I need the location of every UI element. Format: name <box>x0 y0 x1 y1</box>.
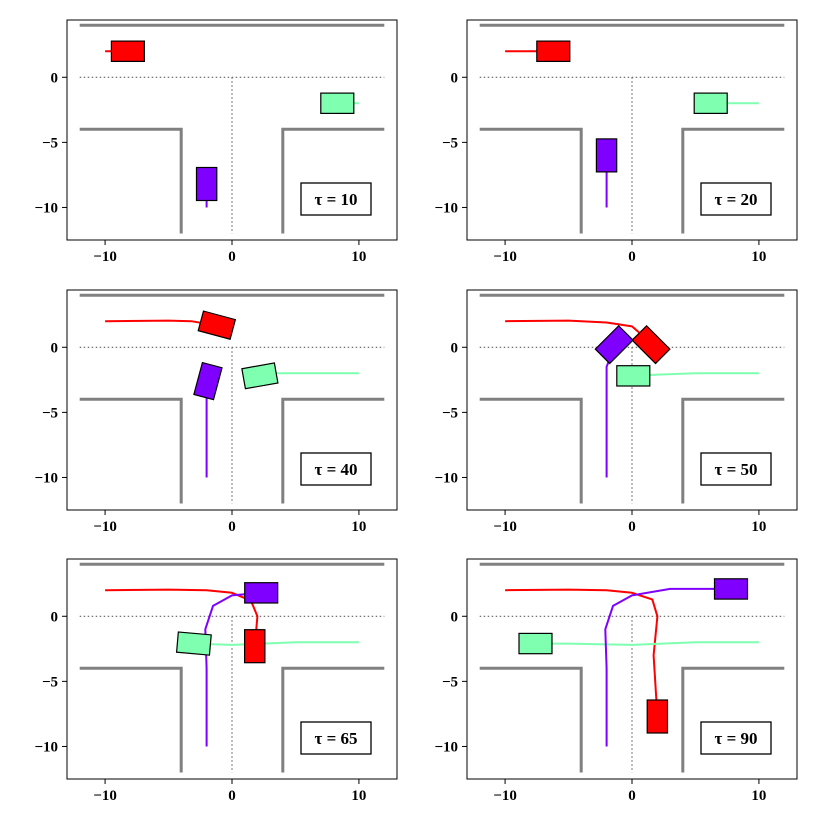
red-vehicle <box>631 324 671 365</box>
road-wall-3 <box>681 127 785 234</box>
purple-trajectory <box>605 346 616 478</box>
road-wall-2 <box>479 666 583 773</box>
y-tick-label: 0 <box>51 609 59 625</box>
x-tick-label: 0 <box>228 519 236 535</box>
x-tick-label: 10 <box>751 249 766 265</box>
road-wall-2 <box>479 397 583 504</box>
green-vehicle <box>241 362 279 390</box>
green-vehicle <box>320 92 355 115</box>
x-tick-label: −10 <box>493 249 517 265</box>
y-tick-label: −10 <box>34 470 58 486</box>
x-tick-label: 0 <box>228 249 236 265</box>
purple-vehicle <box>595 138 618 173</box>
x-tick-label: −10 <box>93 249 117 265</box>
tau-label-box <box>300 721 372 755</box>
tau-label-box <box>300 452 372 486</box>
panel-1: −10 0 10 0 −5 −10 τ = 10 <box>34 19 398 265</box>
y-tick-label: −5 <box>442 135 458 151</box>
purple-vehicle <box>193 361 223 401</box>
road-wall-2 <box>79 397 183 504</box>
panel-4: −10 0 10 0 −5 −10 τ = 50 <box>434 289 798 535</box>
x-tick-label: −10 <box>493 788 517 804</box>
y-tick-label: 0 <box>451 609 459 625</box>
tau-label-box <box>700 452 772 486</box>
red-vehicle <box>110 40 146 62</box>
panel-3: −10 0 10 0 −5 −10 τ = 40 <box>34 289 398 535</box>
y-tick-label: −5 <box>442 674 458 690</box>
red-vehicle <box>536 40 571 62</box>
red-vehicle <box>197 310 237 340</box>
y-tick-label: −5 <box>42 405 58 421</box>
red-trajectory <box>505 588 659 717</box>
road-wall-3 <box>681 666 785 773</box>
road-wall-2 <box>479 127 583 234</box>
y-tick-label: −5 <box>42 674 58 690</box>
road-wall-3 <box>281 397 385 504</box>
road-wall-3 <box>281 127 385 234</box>
x-tick-label: 0 <box>628 249 636 265</box>
x-tick-label: 0 <box>228 788 236 804</box>
x-tick-label: −10 <box>493 519 517 535</box>
y-tick-label: −10 <box>434 739 458 755</box>
green-vehicle <box>693 92 728 115</box>
red-vehicle <box>646 699 669 734</box>
tau-label: τ = 20 <box>714 190 757 209</box>
panel-5: −10 0 10 0 −5 −10 τ = 65 <box>34 558 398 804</box>
x-tick-label: 10 <box>351 788 366 804</box>
x-tick-label: −10 <box>93 788 117 804</box>
purple-vehicle <box>713 578 749 600</box>
tau-label: τ = 40 <box>314 460 357 479</box>
purple-vehicle <box>594 324 634 365</box>
y-tick-label: −10 <box>34 739 58 755</box>
red-trajectory <box>105 588 259 647</box>
green-trajectory <box>535 641 759 646</box>
y-tick-label: −10 <box>34 200 58 216</box>
x-tick-label: 10 <box>351 249 366 265</box>
y-tick-label: 0 <box>451 70 459 86</box>
y-tick-label: 0 <box>51 340 59 356</box>
red-vehicle <box>244 629 266 664</box>
x-tick-label: 10 <box>351 519 366 535</box>
road-wall-3 <box>681 397 785 504</box>
road-wall-3 <box>281 666 385 773</box>
road-wall-2 <box>79 666 183 773</box>
y-tick-label: −5 <box>42 135 58 151</box>
y-tick-label: −10 <box>434 200 458 216</box>
green-trajectory <box>193 641 359 646</box>
green-trajectory <box>633 372 759 377</box>
purple-trajectory <box>604 587 731 747</box>
y-tick-label: 0 <box>51 70 59 86</box>
x-tick-label: 0 <box>628 519 636 535</box>
tau-label-box <box>700 182 772 216</box>
tau-label: τ = 50 <box>714 460 757 479</box>
green-vehicle <box>175 631 212 656</box>
y-tick-label: −5 <box>442 405 458 421</box>
panel-2: −10 0 10 0 −5 −10 τ = 20 <box>434 19 798 265</box>
tau-label: τ = 65 <box>314 729 357 748</box>
tau-label-box <box>700 721 772 755</box>
y-tick-label: −10 <box>434 470 458 486</box>
purple-vehicle <box>195 166 218 202</box>
x-tick-label: 0 <box>628 788 636 804</box>
x-tick-label: 10 <box>751 519 766 535</box>
tau-label: τ = 10 <box>314 190 357 209</box>
y-tick-label: 0 <box>451 340 459 356</box>
green-vehicle <box>616 365 651 387</box>
green-vehicle <box>518 632 553 655</box>
x-tick-label: −10 <box>93 519 117 535</box>
purple-trajectory <box>204 591 262 747</box>
road-wall-2 <box>79 127 183 234</box>
x-tick-label: 10 <box>751 788 766 804</box>
tau-label-box <box>300 182 372 216</box>
panel-6: −10 0 10 0 −5 −10 τ = 90 <box>434 558 798 804</box>
tau-label: τ = 90 <box>714 729 757 748</box>
purple-vehicle <box>244 582 279 604</box>
